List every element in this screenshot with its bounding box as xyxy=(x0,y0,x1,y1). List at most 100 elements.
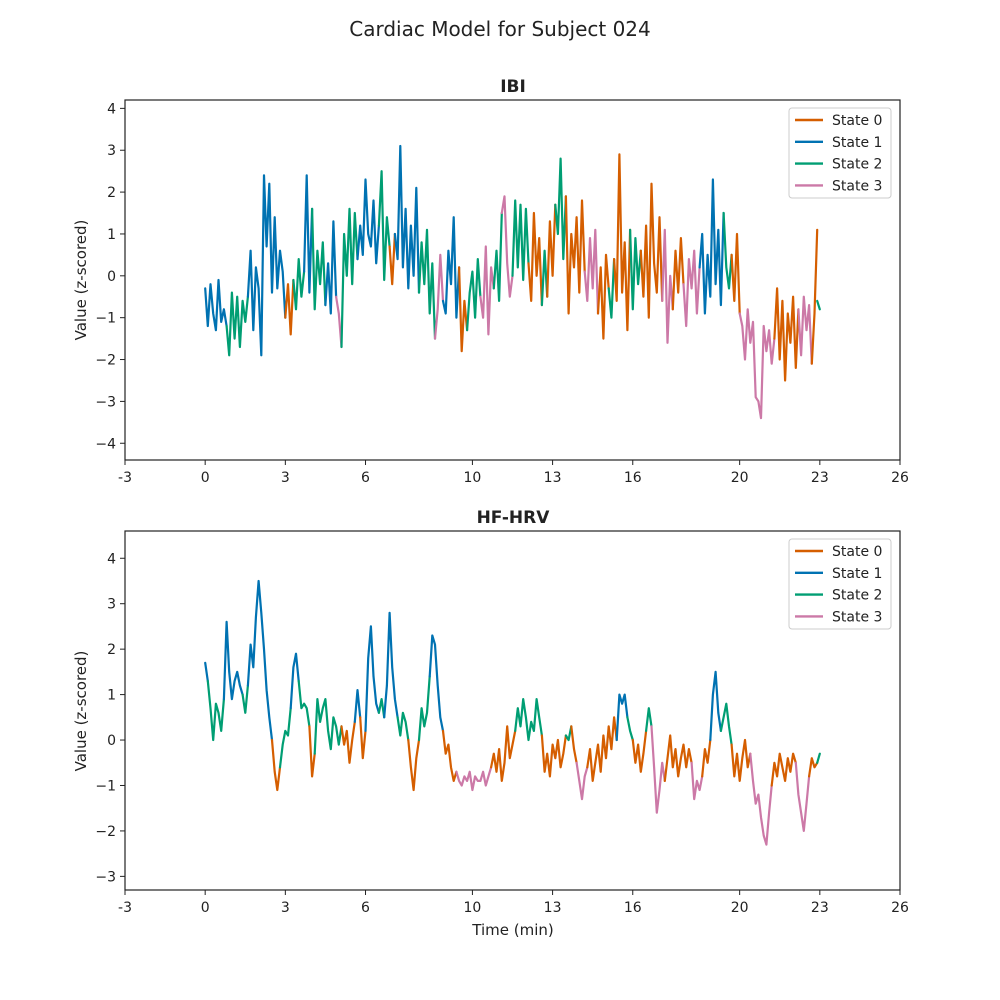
hfhrv-segment-state-0 xyxy=(807,757,819,778)
ibi-segment-state-2 xyxy=(225,291,249,357)
hfhrv-title: HF-HRV xyxy=(477,508,551,528)
hfhrv-segment-state-0 xyxy=(490,725,517,783)
ibi-segment-state-3 xyxy=(682,249,701,328)
ibi-segment-state-0 xyxy=(810,228,819,365)
ibi-panel: IBI -3 0 3 6 10 13 16 20 23 26−4−3−2−101234State … xyxy=(72,77,909,486)
hfhrv-segment-state-0 xyxy=(730,738,752,783)
ibi-series-lines xyxy=(204,144,821,420)
hfhrv-segment-state-1 xyxy=(428,634,445,733)
ibi-segment-state-0 xyxy=(612,153,632,332)
hfhrv-segment-state-1 xyxy=(353,688,362,724)
hfhrv-segment-state-3 xyxy=(794,761,811,833)
hfhrv-legend-label: State 0 xyxy=(832,544,882,560)
ibi-segment-state-2 xyxy=(540,249,549,307)
hfhrv-xtick-label: 26 xyxy=(891,900,909,916)
hfhrv-segment-state-0 xyxy=(270,738,282,792)
hfhrv-xtick-label: 3 xyxy=(281,900,290,916)
ibi-ytick-label: 2 xyxy=(107,185,116,201)
hfhrv-segment-state-0 xyxy=(407,738,421,792)
hfhrv-ytick-label: 3 xyxy=(107,597,116,613)
ibi-axes-frame xyxy=(124,99,901,461)
ibi-segment-state-2 xyxy=(628,228,642,311)
hfhrv-segment-state-0 xyxy=(586,716,618,783)
hfhrv-segment-state-3 xyxy=(650,725,666,814)
ibi-segment-state-1 xyxy=(441,216,461,319)
hfhrv-series-lines xyxy=(204,579,821,846)
ibi-segment-state-0 xyxy=(773,287,800,382)
ibi-xtick-label: 26 xyxy=(891,470,909,486)
figure-title: Cardiac Model for Subject 024 xyxy=(349,17,651,41)
hfhrv-xlabel: Time (min) xyxy=(471,921,553,939)
ibi-legend-label: State 2 xyxy=(832,157,882,173)
ibi-ytick-label: −2 xyxy=(95,353,116,369)
ibi-segment-state-2 xyxy=(311,207,327,311)
hfhrv-ytick-label: −3 xyxy=(95,869,116,885)
hfhrv-segment-state-2 xyxy=(396,711,410,742)
hfhrv-segment-state-1 xyxy=(289,652,300,710)
hfhrv-ytick-label: 1 xyxy=(107,688,116,704)
hfhrv-segment-state-0 xyxy=(770,752,797,787)
hfhrv-ytick-label: 2 xyxy=(107,642,116,658)
ibi-segment-state-2 xyxy=(417,228,437,340)
hfhrv-segment-state-0 xyxy=(359,716,367,760)
hfhrv-legend-box xyxy=(788,538,892,630)
ibi-segment-state-0 xyxy=(458,266,469,353)
hfhrv-legend-label: State 2 xyxy=(832,588,882,604)
ibi-segment-state-1 xyxy=(356,178,380,265)
hfhrv-ytick-label: −1 xyxy=(95,778,116,794)
ibi-segment-state-1 xyxy=(393,144,421,294)
ibi-xtick-label: 3 xyxy=(281,470,290,486)
ibi-legend-box xyxy=(788,107,892,199)
hfhrv-segment-state-1 xyxy=(222,620,244,701)
hfhrv-segment-state-1 xyxy=(204,661,209,683)
hfhrv-xtick-label: 20 xyxy=(731,900,749,916)
ibi-segment-state-2 xyxy=(292,258,306,311)
hfhrv-segment-state-3 xyxy=(749,752,773,846)
ibi-segment-state-0 xyxy=(527,211,544,307)
ibi-segment-state-0 xyxy=(671,237,685,311)
hfhrv-segment-state-0 xyxy=(540,734,568,778)
ibi-segment-state-2 xyxy=(492,211,503,302)
hfhrv-ytick-label: 0 xyxy=(107,733,116,749)
ibi-segment-state-2 xyxy=(554,157,568,261)
ibi-ytick-label: 3 xyxy=(107,143,116,159)
ibi-ytick-label: −3 xyxy=(95,394,116,410)
ibi-segment-state-2 xyxy=(816,299,821,311)
hfhrv-segment-state-2 xyxy=(377,697,386,719)
ibi-segment-state-2 xyxy=(377,170,391,282)
hfhrv-segment-state-0 xyxy=(340,720,356,764)
ibi-segment-state-3 xyxy=(661,228,674,344)
hfhrv-ylabel: Value (z-scored) xyxy=(72,651,90,772)
hfhrv-legend: State 0 State 1 State 2 State 3 xyxy=(788,538,892,630)
ibi-segment-state-1 xyxy=(303,174,314,294)
hfhrv-xtick-label: 16 xyxy=(624,900,642,916)
hfhrv-segment-state-0 xyxy=(663,734,693,783)
hfhrv-segment-state-0 xyxy=(570,725,578,764)
ibi-xtick-label: 23 xyxy=(811,470,829,486)
hfhrv-xtick-label: 0 xyxy=(201,900,210,916)
ibi-segment-state-3 xyxy=(433,253,445,340)
hfhrv-segment-state-3 xyxy=(690,761,704,801)
hfhrv-xtick-label: 23 xyxy=(811,900,829,916)
ibi-segment-state-0 xyxy=(596,253,610,340)
hfhrv-segment-state-2 xyxy=(241,684,249,714)
hfhrv-segment-state-2 xyxy=(417,675,431,742)
ibi-segment-state-1 xyxy=(246,174,287,357)
hfhrv-segment-state-1 xyxy=(383,611,399,719)
ibi-xtick-label: 16 xyxy=(624,470,642,486)
hfhrv-segment-state-2 xyxy=(719,702,733,746)
ibi-segment-state-2 xyxy=(722,211,733,290)
hfhrv-ytick-label: −2 xyxy=(95,824,116,840)
hfhrv-axes-frame xyxy=(124,530,901,891)
hfhrv-segment-state-0 xyxy=(631,729,648,773)
hfhrv-xtick-label: 6 xyxy=(361,900,370,916)
hfhrv-segment-state-1 xyxy=(709,670,723,742)
ibi-segment-state-0 xyxy=(730,232,741,315)
hfhrv-segment-state-2 xyxy=(313,697,343,755)
ibi-segment-state-3 xyxy=(335,295,343,349)
ibi-legend-label: State 0 xyxy=(832,113,882,129)
ibi-segment-state-0 xyxy=(639,182,664,319)
ibi-xtick-label: 20 xyxy=(731,470,749,486)
